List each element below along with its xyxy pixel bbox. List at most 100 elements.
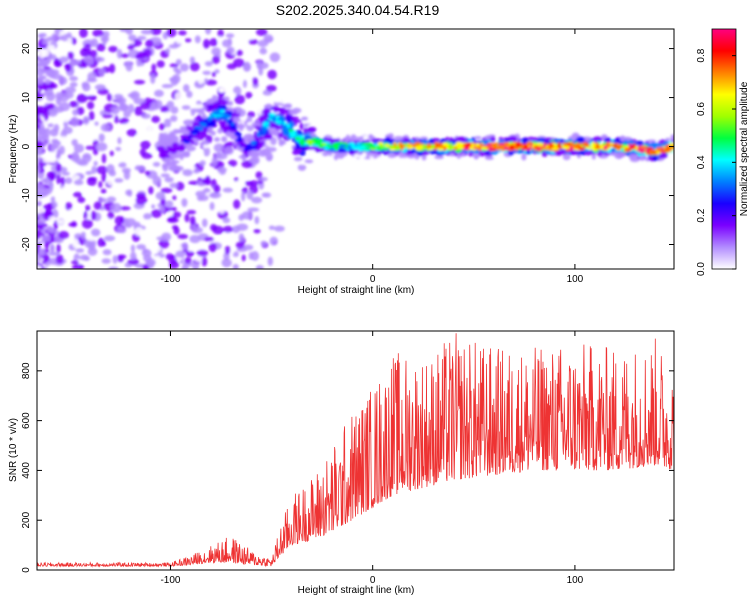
spectrogram-ridge-core	[551, 146, 559, 151]
spectrogram-ridge-core	[229, 126, 237, 130]
snr-y-tick-label: 0	[21, 567, 32, 573]
spectrogram-blob	[212, 102, 218, 109]
spectrogram-blob	[115, 96, 127, 105]
spectrogram-blob	[267, 69, 277, 80]
spectrogram-ridge-core	[513, 146, 520, 151]
spectrogram-blob	[101, 172, 107, 183]
spectrogram-blob	[445, 136, 450, 142]
spectrogram-blob	[214, 69, 220, 74]
spectrogram-blob	[201, 113, 207, 120]
spectrogram-blob	[57, 158, 68, 163]
spectrogram-blob	[163, 154, 171, 158]
spectrogram-blob	[268, 225, 275, 230]
snr-series-line	[37, 333, 674, 568]
spectrogram-blob	[50, 243, 55, 254]
spectrogram-blob	[293, 156, 303, 162]
spectrogram-blob	[136, 57, 142, 67]
spectrogram-blob	[55, 92, 63, 100]
spectrogram-blob	[449, 152, 455, 157]
spectrogram-blob	[189, 47, 194, 54]
spectrogram-blob	[282, 131, 290, 136]
spectrogram-ridge-core	[538, 146, 546, 150]
spectrogram-blob	[575, 136, 585, 144]
spectrogram-ridge-core	[227, 119, 232, 125]
spectrogram-blob	[130, 244, 135, 253]
spectrogram-blob	[136, 132, 148, 140]
spectrogram-blob	[46, 103, 55, 110]
spectrogram-blob	[160, 135, 166, 142]
spectrogram-ridge-core	[455, 141, 462, 146]
spectrogram-ridge-core	[371, 145, 377, 149]
spectrogram-ridge-core	[408, 144, 412, 150]
spectrogram-blob	[219, 207, 225, 214]
spectrogram-blob	[200, 94, 210, 102]
spectrogram-blob	[106, 93, 113, 102]
spectrogram-blob	[218, 87, 229, 93]
spectrogram-ridge-core	[514, 142, 523, 146]
spectrogram-blob	[87, 71, 97, 82]
spectrogram-blob	[221, 136, 228, 143]
spectrogram-blob	[236, 123, 244, 128]
spectrogram-blob	[54, 59, 62, 68]
spectrogram-blob	[158, 151, 165, 159]
spectrogram-blob	[197, 109, 205, 115]
spectrogram-blob	[59, 136, 68, 143]
spectrogram-blob	[100, 35, 110, 43]
spectrogram-blob	[72, 109, 79, 116]
spectrogram-blob	[53, 106, 65, 113]
spectrogram-blob	[118, 117, 130, 125]
spectrogram-blob	[626, 151, 632, 155]
spectrogram-ridge-core	[657, 147, 663, 152]
spectrogram-blob	[100, 123, 111, 132]
spectrogram-blob	[226, 131, 232, 138]
spectrogram-blob	[628, 153, 638, 161]
spectrogram-blob	[274, 125, 283, 131]
spectrogram-blob	[189, 56, 195, 64]
spectrogram-blob	[74, 263, 85, 269]
spectrogram-blob	[120, 103, 129, 112]
spectrogram-blob	[484, 156, 494, 160]
spectrogram-ridge-core	[199, 127, 204, 131]
spectrogram-blob	[128, 34, 137, 42]
spectrogram-blob	[37, 136, 45, 142]
spectrogram-blob	[241, 254, 246, 262]
spectrogram-blob	[82, 83, 91, 92]
spectrogram-blob	[175, 250, 186, 258]
spectrogram-blob	[46, 44, 56, 51]
spectrogram-blob	[65, 63, 72, 72]
spectrogram-blob	[62, 126, 73, 135]
snr-y-tick-label: 400	[21, 462, 32, 479]
spectrogram-ridge-core	[289, 133, 296, 138]
spectrogram-blob	[51, 144, 59, 149]
spectrogram-blob	[38, 248, 46, 257]
spectrogram-blob	[72, 175, 81, 180]
spectrogram-ridge-core	[621, 146, 630, 149]
spectrogram-blob	[151, 115, 161, 124]
spectrogram-blob	[263, 192, 272, 198]
spectrogram-blob	[226, 46, 235, 54]
spectrogram-blob	[184, 38, 192, 43]
spectrogram-blob	[125, 189, 132, 196]
spectrogram-blob	[247, 207, 260, 212]
spectrogram-blob	[108, 266, 119, 269]
spectrogram-blob	[202, 70, 212, 75]
spectrogram-blob	[293, 119, 302, 123]
spectrogram-blob	[77, 196, 86, 203]
spectrogram-blob	[232, 263, 239, 269]
spectrogram-blob	[145, 258, 156, 267]
spectrogram-blob	[195, 135, 205, 141]
spectrogram-blob	[37, 146, 43, 154]
spectrogram-blob	[213, 184, 221, 194]
spectrogram-blob	[635, 140, 644, 147]
spectrogram-blob	[152, 101, 159, 111]
spectrogram-blob	[584, 150, 593, 156]
spectrogram-blob	[255, 264, 264, 269]
spectrogram-blob	[120, 53, 130, 58]
spectrogram-blob	[368, 134, 374, 140]
spectrogram-blob	[187, 187, 196, 196]
spectrogram-blob	[117, 226, 125, 233]
spectrogram-ridge-core	[234, 131, 241, 136]
colorbar-tick-label: 0.2	[696, 208, 707, 222]
spectrogram-blob	[160, 105, 169, 113]
spectrogram-blob	[187, 244, 195, 252]
